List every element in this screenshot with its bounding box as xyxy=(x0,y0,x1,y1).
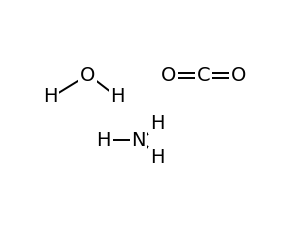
Text: O: O xyxy=(80,66,95,85)
Text: H: H xyxy=(43,87,58,106)
Text: H: H xyxy=(150,114,164,133)
Text: H: H xyxy=(150,148,164,167)
Text: N: N xyxy=(131,131,146,150)
Text: H: H xyxy=(97,131,111,150)
Text: H: H xyxy=(110,87,125,106)
Text: C: C xyxy=(197,66,211,85)
Text: O: O xyxy=(161,66,176,85)
Text: O: O xyxy=(231,66,246,85)
